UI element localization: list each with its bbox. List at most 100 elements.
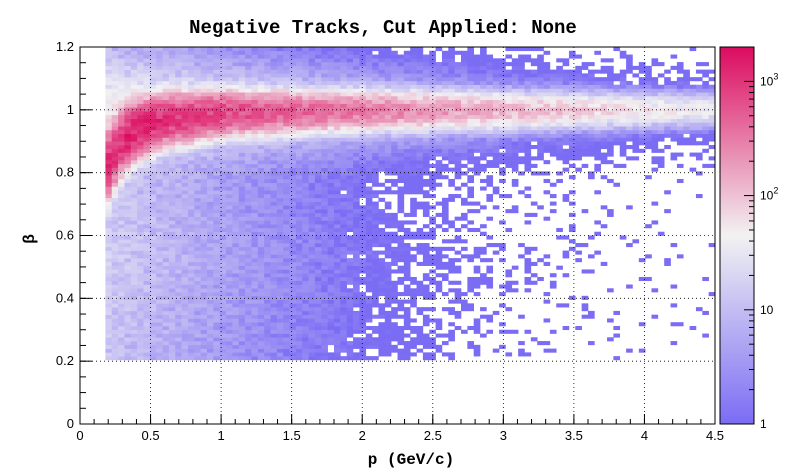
heatmap-bin [245, 341, 252, 346]
heatmap-bin [295, 201, 303, 206]
heatmap-bin [118, 58, 125, 63]
heatmap-bin [391, 137, 398, 142]
heatmap-bin [461, 88, 468, 93]
heatmap-bin [308, 88, 316, 93]
heatmap-bin [219, 88, 227, 93]
heatmap-bin [149, 137, 157, 142]
heatmap-bin [270, 152, 278, 157]
heatmap-bin [187, 58, 195, 63]
heatmap-bin [340, 80, 347, 85]
heatmap-bin [251, 118, 259, 123]
heatmap-bin [365, 299, 373, 304]
heatmap-bin [181, 288, 189, 293]
heatmap-bin [295, 103, 303, 108]
heatmap-bin [105, 190, 113, 195]
heatmap-bin [251, 307, 259, 312]
heatmap-bin [378, 111, 386, 116]
heatmap-bin [321, 341, 328, 346]
heatmap-bin [314, 341, 322, 346]
heatmap-bin [264, 50, 271, 55]
heatmap-bin [499, 284, 506, 289]
heatmap-bin [492, 250, 500, 255]
heatmap-bin [416, 250, 424, 255]
heatmap-bin [384, 288, 392, 293]
heatmap-bin [219, 269, 227, 274]
heatmap-bin [321, 201, 328, 206]
heatmap-bin [219, 107, 227, 112]
heatmap-bin [124, 62, 132, 67]
heatmap-bin [391, 250, 398, 255]
heatmap-bin [168, 269, 176, 274]
heatmap-bin [232, 111, 240, 116]
heatmap-bin [353, 216, 360, 221]
heatmap-bin [429, 92, 436, 97]
heatmap-bin [302, 356, 309, 361]
heatmap-bin [524, 99, 532, 104]
heatmap-bin [137, 288, 144, 293]
heatmap-bin [264, 303, 271, 308]
heatmap-bin [200, 329, 208, 334]
heatmap-bin [435, 148, 443, 153]
heatmap-bin [226, 92, 233, 97]
heatmap-bin [308, 307, 316, 312]
heatmap-bin [499, 258, 506, 263]
heatmap-bin [308, 265, 316, 270]
heatmap-bin [384, 62, 392, 67]
heatmap-bin [175, 269, 182, 274]
heatmap-bin [156, 194, 163, 199]
heatmap-bin [181, 284, 189, 289]
heatmap-bin [226, 182, 233, 187]
heatmap-bin [232, 265, 240, 270]
heatmap-bin [359, 295, 367, 300]
heatmap-bin [416, 288, 424, 293]
heatmap-bin [289, 352, 297, 357]
heatmap-bin [422, 209, 430, 214]
heatmap-bin [162, 156, 170, 161]
heatmap-bin [448, 156, 455, 161]
heatmap-bin [302, 303, 309, 308]
heatmap-bin [137, 58, 144, 63]
heatmap-bin [448, 118, 455, 123]
heatmap-bin [118, 348, 125, 353]
heatmap-bin [397, 348, 405, 353]
heatmap-bin [187, 284, 195, 289]
heatmap-bin [302, 220, 309, 225]
heatmap-bin [226, 148, 233, 153]
heatmap-bin [149, 118, 157, 123]
heatmap-bin [238, 167, 246, 172]
heatmap-bin [334, 145, 341, 150]
heatmap-bin [549, 99, 557, 104]
heatmap-bin [454, 160, 462, 165]
heatmap-bin [213, 163, 220, 168]
heatmap-bin [168, 254, 176, 259]
heatmap-bin [162, 182, 170, 187]
heatmap-bin [378, 73, 386, 78]
heatmap-bin [314, 344, 322, 349]
heatmap-bin [480, 99, 487, 104]
heatmap-bin [314, 310, 322, 315]
heatmap-bin [245, 273, 252, 278]
heatmap-bin [403, 243, 411, 248]
heatmap-bin [257, 190, 265, 195]
heatmap-bin [384, 239, 392, 244]
heatmap-bin [187, 273, 195, 278]
heatmap-bin [276, 175, 284, 180]
heatmap-bin [321, 250, 328, 255]
heatmap-bin [194, 273, 201, 278]
heatmap-bin [289, 307, 297, 312]
heatmap-bin [270, 96, 278, 101]
heatmap-bin [340, 314, 347, 319]
heatmap-bin [340, 276, 347, 282]
heatmap-bin [105, 156, 113, 161]
heatmap-bin [156, 235, 163, 240]
heatmap-bin [314, 178, 322, 184]
heatmap-bin [283, 310, 290, 315]
heatmap-bin [543, 190, 551, 195]
heatmap-bin [505, 273, 513, 278]
heatmap-bin [492, 310, 500, 315]
heatmap-bin [378, 239, 386, 244]
heatmap-bin [524, 160, 532, 165]
heatmap-bin [403, 356, 411, 361]
heatmap-bin [403, 69, 411, 74]
heatmap-bin [410, 344, 417, 349]
